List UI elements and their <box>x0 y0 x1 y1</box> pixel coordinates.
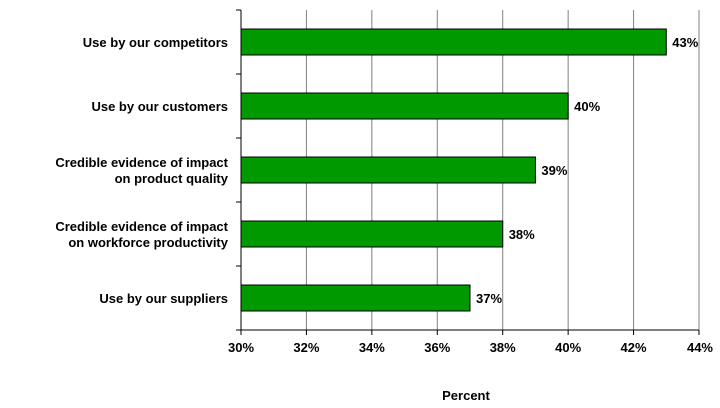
x-tick-label: 32% <box>293 340 319 355</box>
category-label: Use by our suppliers <box>99 291 228 306</box>
category-labels: Use by our competitors Use by our custome… <box>55 35 228 306</box>
data-label: 38% <box>509 227 535 242</box>
category-label: Credible evidence of impact <box>55 155 228 170</box>
category-label: Credible evidence of impact <box>55 219 228 234</box>
x-tick-label: 38% <box>490 340 516 355</box>
x-tick-label: 34% <box>359 340 385 355</box>
data-label: 39% <box>541 163 567 178</box>
bar <box>240 28 667 56</box>
data-label: 43% <box>672 35 698 50</box>
data-label: 40% <box>574 99 600 114</box>
bar <box>240 156 536 184</box>
category-label: on product quality <box>115 171 229 186</box>
bar <box>240 92 569 120</box>
x-tick-label: 44% <box>687 340 713 355</box>
category-label: Use by our competitors <box>83 35 228 50</box>
category-label: Use by our customers <box>91 99 228 114</box>
data-label: 37% <box>476 291 502 306</box>
x-tick-label: 36% <box>424 340 450 355</box>
bars <box>240 28 667 312</box>
bar <box>240 284 471 312</box>
x-tick-label: 40% <box>555 340 581 355</box>
bar <box>240 220 504 248</box>
x-tick-label: 30% <box>228 340 254 355</box>
axes <box>236 9 700 335</box>
x-axis-title: Percent <box>442 388 490 403</box>
x-tick-label: 42% <box>621 340 647 355</box>
data-labels: 43% 40% 39% 38% 37% <box>476 35 699 306</box>
category-label: on workforce productivity <box>68 235 228 250</box>
x-tick-labels: 30% 32% 34% 36% 38% 40% 42% 44% <box>228 340 713 355</box>
